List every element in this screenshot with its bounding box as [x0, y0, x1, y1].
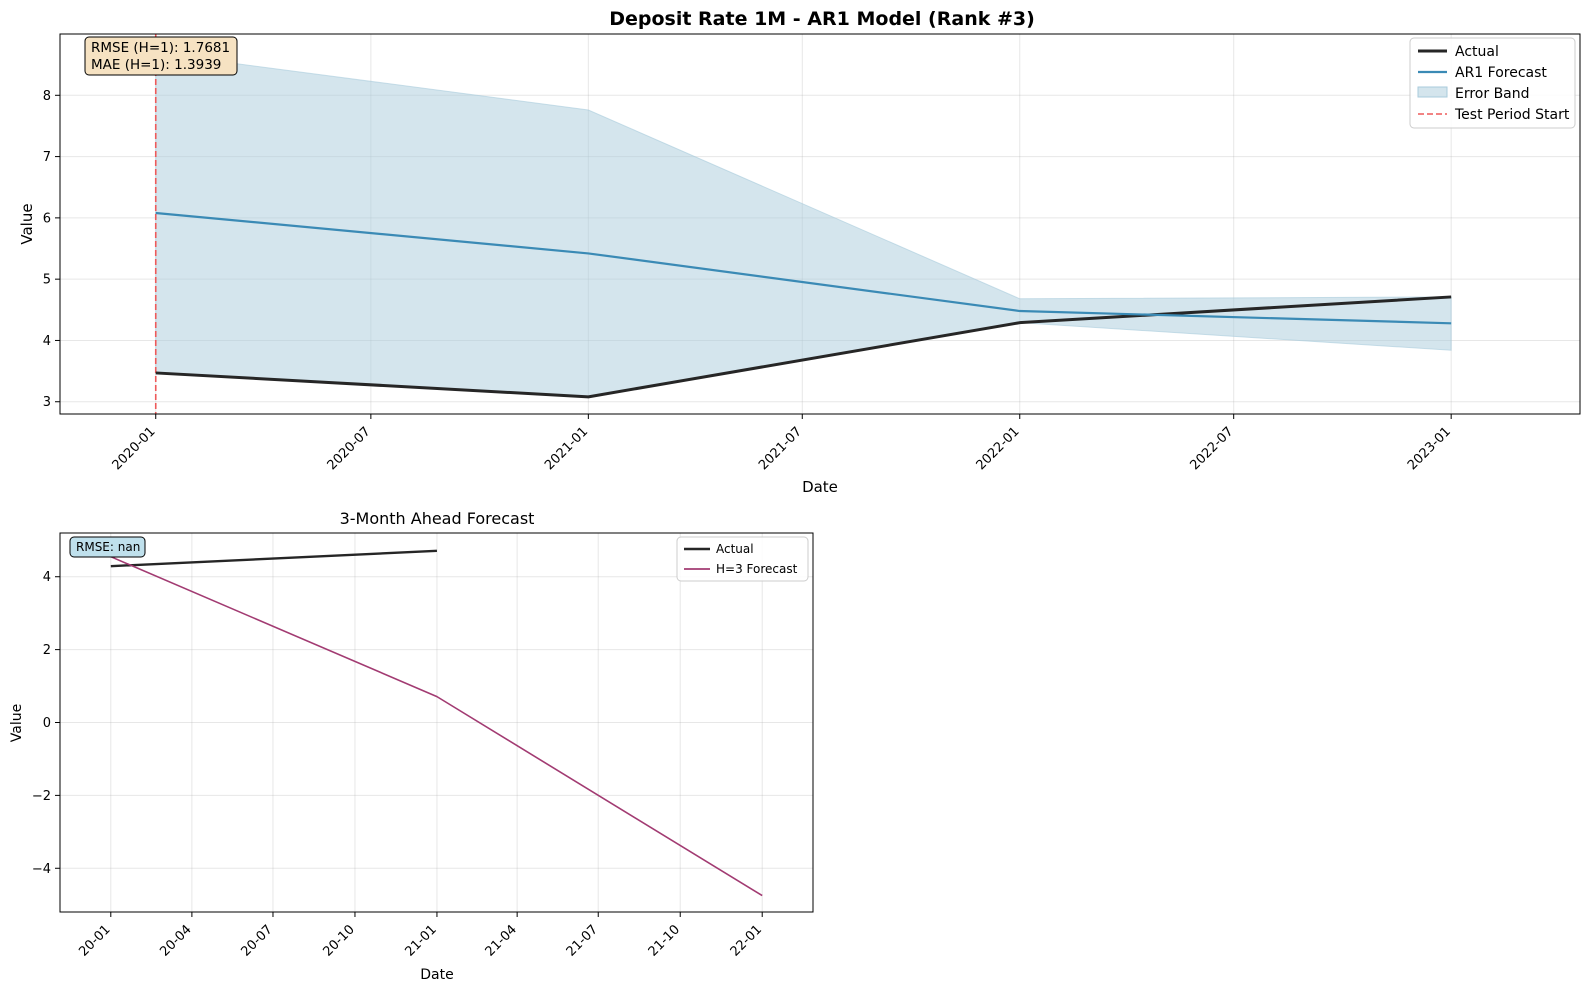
y-tick-label-4: −4	[32, 862, 51, 877]
chart-title: 3-Month Ahead Forecast	[340, 509, 535, 528]
series-line-actual	[155, 295, 1452, 399]
legend-swatch-band	[1417, 86, 1448, 98]
chart-bottom: 3-Month Ahead Forecast 20-01 20-04 20-07 20…	[9, 509, 814, 983]
x-ticks: 20-01 20-04 20-07 20-10 21-01 21-04 21-07 21-10…	[76, 912, 765, 960]
x-tick-label-20-01: 20-01	[76, 922, 113, 959]
x-tick-label-2023-01: 2023-01	[1405, 424, 1454, 473]
x-tick-label-21-07: 21-07	[564, 922, 601, 959]
chart-title: Deposit Rate 1M - AR1 Model (Rank #3)	[609, 8, 1035, 30]
legend-label-actual: Actual	[716, 542, 754, 556]
series-line-actual	[110, 549, 438, 568]
x-axis-label: Date	[420, 967, 453, 983]
series-line-ar1-forecast	[155, 211, 1452, 325]
metrics-annotation: RMSE: nan	[69, 536, 146, 558]
x-tick-label-21-10: 21-10	[646, 922, 683, 959]
x-tick-label-20-10: 20-10	[320, 922, 357, 959]
x-tick-label-2021-07: 2021-07	[756, 424, 805, 473]
y-tick-label-4: 4	[43, 334, 51, 349]
y-tick-label-0: 0	[43, 716, 51, 731]
annotation-box	[84, 36, 238, 76]
x-tick-label-20-04: 20-04	[157, 922, 194, 959]
annotation-rmse: RMSE (H=1): 1.7681	[91, 40, 230, 56]
x-tick-label-2022-01: 2022-01	[974, 424, 1023, 473]
y-tick-label-8: 8	[43, 89, 51, 104]
x-tick-label-20-07: 20-07	[238, 922, 275, 959]
x-tick-label-21-01: 21-01	[402, 922, 439, 959]
error-band	[155, 52, 1452, 398]
series-lines	[155, 211, 1452, 399]
series-line-h-3-forecast	[110, 555, 763, 897]
plot-frame	[59, 33, 1581, 415]
series-lines	[110, 549, 763, 897]
x-tick-label-21-04: 21-04	[483, 922, 520, 959]
legend-label-forecast: AR1 Forecast	[1455, 65, 1547, 81]
y-tick-label-2: −2	[32, 789, 51, 804]
y-tick-label-3: 3	[43, 395, 51, 410]
legend-label-h3-forecast: H=3 Forecast	[716, 562, 798, 576]
x-axis-label: Date	[802, 478, 838, 496]
annotation-box	[69, 536, 146, 558]
legend: Actual AR1 Forecast Error Band Test Peri…	[1409, 37, 1576, 129]
y-ticks: 3 4 5 6 7 8	[43, 89, 60, 410]
y-tick-label-5: 5	[43, 273, 51, 288]
grid	[60, 533, 813, 912]
chart-top: Deposit Rate 1M - AR1 Model (Rank #3) 20…	[18, 8, 1581, 496]
y-tick-label-7: 7	[43, 150, 51, 165]
legend-frame	[1409, 37, 1576, 129]
y-tick-label-6: 6	[43, 211, 51, 226]
x-ticks: 2020-01 2020-07 2021-01 2021-07 2022-01 2022-…	[110, 414, 1454, 473]
y-axis-label: Value	[9, 704, 25, 742]
y-ticks: 4 2 0 −2 −4	[32, 570, 60, 877]
annotation-mae: MAE (H=1): 1.3939	[91, 57, 221, 73]
x-tick-label-2020-01: 2020-01	[110, 424, 159, 473]
x-tick-label-2020-07: 2020-07	[325, 424, 374, 473]
x-tick-label-2022-07: 2022-07	[1187, 424, 1236, 473]
legend-label-actual: Actual	[1455, 44, 1499, 60]
legend-label-band: Error Band	[1455, 86, 1530, 102]
legend-label-test-start: Test Period Start	[1454, 107, 1570, 123]
y-axis-label: Value	[18, 203, 36, 244]
legend: Actual H=3 Forecast	[676, 536, 809, 582]
x-tick-label-2021-01: 2021-01	[542, 424, 591, 473]
error-band-area	[155, 52, 1452, 398]
metrics-annotation: RMSE (H=1): 1.7681 MAE (H=1): 1.3939	[84, 36, 238, 76]
y-tick-label-2: 2	[43, 643, 51, 658]
x-tick-label-22-01: 22-01	[728, 922, 765, 959]
y-tick-label-4: 4	[43, 570, 51, 585]
annotation-rmse: RMSE: nan	[76, 540, 140, 554]
